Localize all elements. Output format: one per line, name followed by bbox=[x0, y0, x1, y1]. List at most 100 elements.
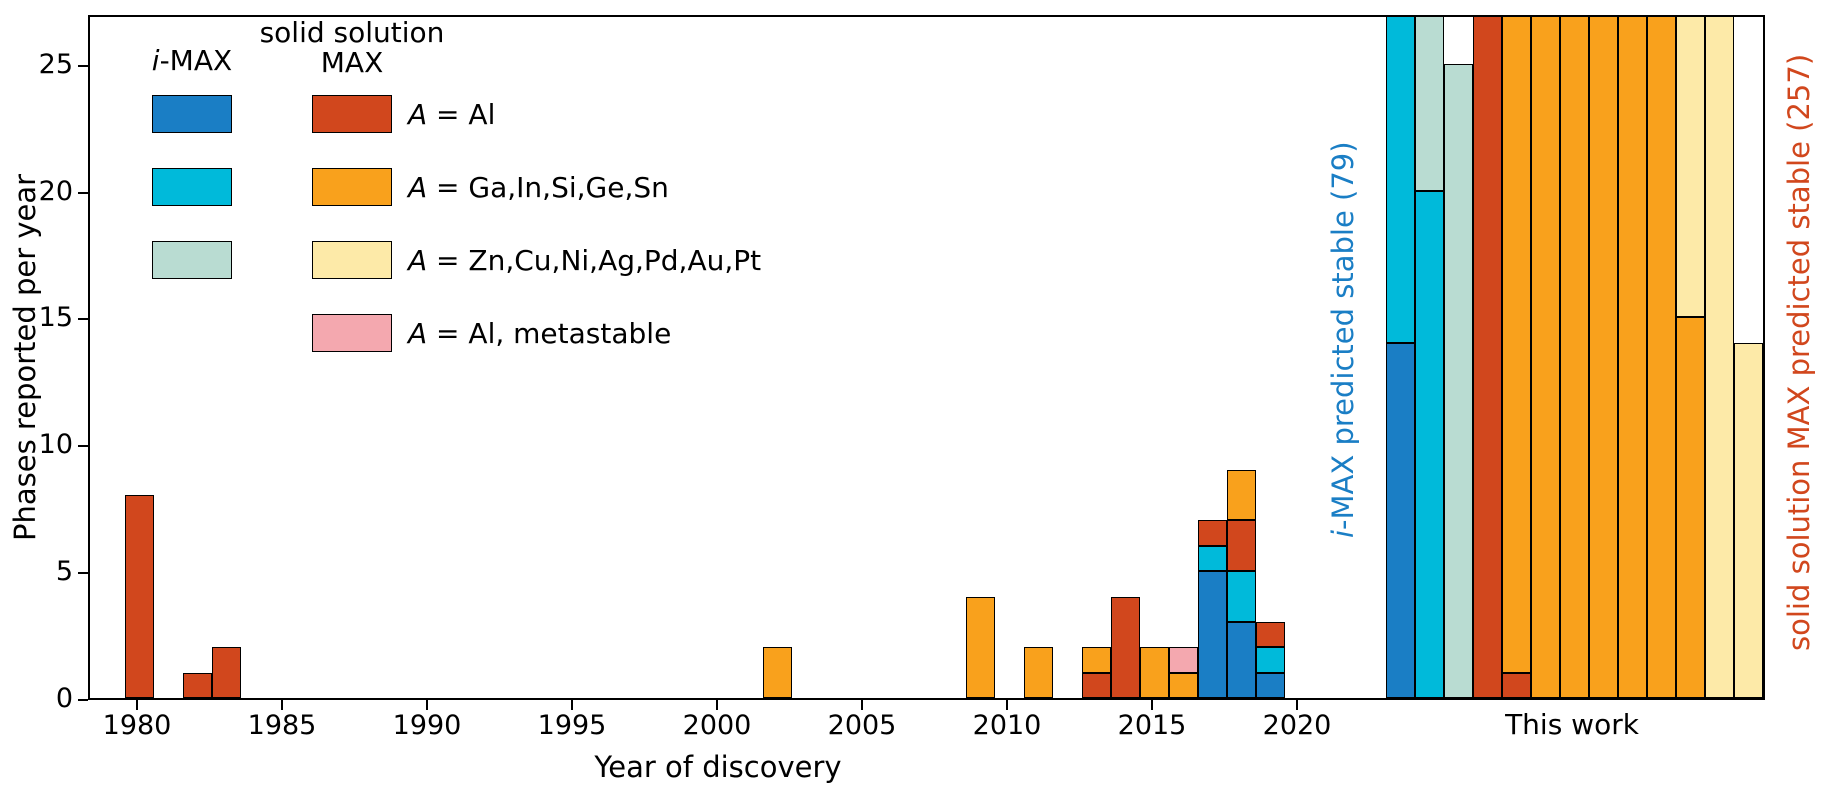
x-tick-mark bbox=[716, 700, 718, 710]
legend-imax-header-italic: i bbox=[151, 44, 160, 77]
imax-stable-annotation-italic: i bbox=[1326, 530, 1360, 539]
bar-segment-pink bbox=[1168, 647, 1198, 673]
x-tick-label: 1985 bbox=[247, 710, 317, 741]
x-tick-mark bbox=[1296, 700, 1298, 710]
imax-stable-annotation: i-MAX predicted stable (79) bbox=[1326, 15, 1366, 665]
bar-segment-teal bbox=[1415, 17, 1444, 191]
bar-segment-teal bbox=[1444, 63, 1473, 698]
x-axis-title: Year of discovery bbox=[594, 750, 842, 784]
bar-segment-red bbox=[182, 672, 212, 698]
legend-entry-label: A = Al, metastable bbox=[408, 314, 671, 352]
legend-entry-label-rest: = Al bbox=[427, 97, 496, 131]
bar-segment-orange bbox=[1023, 647, 1053, 698]
legend-swatch-max-yellow bbox=[312, 241, 392, 279]
legend-entry-label-rest: = Zn,Cu,Ni,Ag,Pd,Au,Pt bbox=[427, 243, 762, 277]
bar-segment-orange bbox=[1502, 17, 1531, 673]
bar-segment-orange bbox=[1139, 647, 1169, 698]
bar-segment-blue bbox=[1255, 672, 1285, 698]
legend-entry-label-italic: A bbox=[408, 243, 428, 277]
bar-segment-orange bbox=[965, 596, 995, 698]
bar-segment-cyan bbox=[1415, 190, 1444, 698]
y-tick-mark bbox=[78, 572, 88, 575]
y-tick-label: 15 bbox=[38, 302, 73, 334]
bar-segment-cyan bbox=[1255, 647, 1285, 673]
bar-segment-cyan bbox=[1226, 571, 1256, 622]
legend-solid-solution-header-line1: solid solution bbox=[259, 16, 445, 49]
x-tick-label: 1995 bbox=[537, 710, 607, 741]
legend-entry-label-italic: A bbox=[408, 316, 428, 350]
legend-swatch-imax-blue bbox=[152, 95, 232, 133]
x-tick-mark bbox=[1151, 700, 1153, 710]
x-tick-label: 2005 bbox=[827, 710, 897, 741]
x-tick-mark bbox=[281, 700, 283, 710]
legend-entry-label-italic: A bbox=[408, 170, 428, 204]
y-tick-mark bbox=[78, 318, 88, 321]
y-tick-label: 0 bbox=[55, 683, 73, 714]
bar-segment-red bbox=[1081, 672, 1111, 698]
bar-segment-red bbox=[1110, 596, 1140, 698]
legend-swatch-max-pink bbox=[312, 314, 392, 352]
legend-swatch-imax-teal bbox=[152, 241, 232, 279]
bar-segment-yellow bbox=[1734, 342, 1763, 698]
x-tick-mark bbox=[1006, 700, 1008, 710]
x-tick-label: 2010 bbox=[972, 710, 1042, 741]
y-axis-title: Phases reported per year bbox=[8, 173, 42, 542]
legend-swatch-max-red bbox=[312, 95, 392, 133]
legend-imax-header: i-MAX bbox=[132, 44, 252, 77]
y-tick-label: 10 bbox=[38, 429, 73, 461]
y-tick-mark bbox=[78, 699, 88, 701]
bar-segment-orange bbox=[1081, 647, 1111, 673]
bar-segment-blue bbox=[1226, 621, 1256, 698]
bar-segment-red bbox=[1502, 672, 1531, 698]
legend-entry-label-italic: A bbox=[408, 97, 428, 131]
bar-segment-orange bbox=[762, 647, 792, 698]
y-tick-mark bbox=[78, 445, 88, 448]
bar-segment-orange bbox=[1647, 17, 1676, 698]
y-tick-mark bbox=[78, 191, 88, 194]
bar-segment-orange bbox=[1560, 17, 1589, 698]
x-tick-mark bbox=[571, 700, 573, 710]
bar-segment-orange bbox=[1531, 17, 1560, 698]
bar-segment-orange bbox=[1226, 469, 1256, 521]
x-tick-label: 2015 bbox=[1117, 710, 1187, 741]
bar-segment-cyan bbox=[1197, 545, 1227, 572]
bar-segment-red bbox=[211, 647, 241, 698]
bar-segment-blue bbox=[1386, 342, 1415, 698]
bar-segment-red bbox=[1255, 621, 1285, 648]
bar-segment-orange bbox=[1168, 672, 1198, 698]
legend-swatch-imax-cyan bbox=[152, 168, 232, 206]
bar-segment-orange bbox=[1676, 317, 1705, 698]
y-tick-label: 25 bbox=[38, 48, 73, 80]
imax-stable-annotation-rest: -MAX predicted stable (79) bbox=[1326, 141, 1360, 531]
bar-segment-orange bbox=[1618, 17, 1647, 698]
y-tick-label: 5 bbox=[55, 556, 73, 588]
legend-entry-label-rest: = Ga,In,Si,Ge,Sn bbox=[427, 170, 669, 204]
legend-entry-label: A = Zn,Cu,Ni,Ag,Pd,Au,Pt bbox=[408, 241, 761, 279]
solid-solution-stable-annotation: solid solution MAX predicted stable (257… bbox=[1782, 53, 1816, 652]
bar-segment-red bbox=[1197, 520, 1227, 546]
bar-segment-yellow bbox=[1705, 17, 1734, 698]
bar-segment-orange bbox=[1589, 17, 1618, 698]
y-tick-label: 20 bbox=[38, 175, 73, 207]
x-tick-mark bbox=[861, 700, 863, 710]
bar-segment-red bbox=[124, 495, 154, 698]
bar-segment-blue bbox=[1197, 571, 1227, 698]
x-tick-label: 1980 bbox=[102, 710, 172, 741]
x-tick-mark bbox=[426, 700, 428, 710]
this-work-label: This work bbox=[1505, 708, 1639, 741]
bar-segment-yellow bbox=[1676, 17, 1705, 318]
bar-segment-cyan bbox=[1386, 17, 1415, 343]
legend-solid-solution-header-line2: MAX bbox=[320, 46, 384, 79]
bar-segment-red bbox=[1226, 520, 1256, 572]
x-tick-label: 2020 bbox=[1262, 710, 1332, 741]
legend-entry-label: A = Ga,In,Si,Ge,Sn bbox=[408, 168, 669, 206]
x-tick-label: 2000 bbox=[682, 710, 752, 741]
legend-entry-label: A = Al bbox=[408, 95, 495, 133]
x-tick-label: 1990 bbox=[392, 710, 462, 741]
plot-area bbox=[88, 15, 1765, 700]
legend-entry-label-rest: = Al, metastable bbox=[427, 316, 672, 350]
legend-swatch-max-orange bbox=[312, 168, 392, 206]
bar-segment-red bbox=[1473, 17, 1502, 698]
legend-imax-header-rest: -MAX bbox=[159, 44, 233, 77]
